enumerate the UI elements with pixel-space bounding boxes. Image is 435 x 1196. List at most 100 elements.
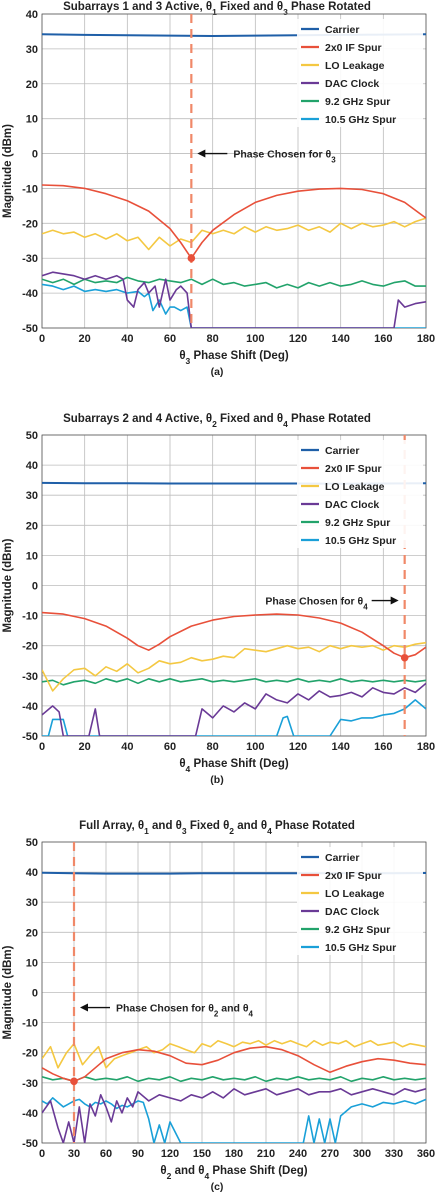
annotation-arrow (197, 149, 228, 158)
legend: Carrier 2x0 IF Spur LO Leakage DAC Clock 9.2… (297, 847, 423, 955)
chart-1: Subarrays 1 and 3 Active, θ1 Fixed and θ… (2, 1, 435, 378)
series-line-lo-leakage (42, 1039, 426, 1069)
text-run: Full Array, θ (79, 820, 144, 832)
y-tick-label: -30 (22, 253, 38, 265)
x-tick-label: 160 (374, 741, 392, 753)
legend-label: Carrier (325, 445, 359, 457)
subscript: 4 (186, 764, 191, 774)
chart-title: Subarrays 1 and 3 Active, θ1 Fixed and θ… (63, 1, 371, 17)
series-line-2x0-if-spur (42, 184, 426, 260)
y-tick-label: 0 (32, 149, 38, 161)
legend-label: DAC Clock (325, 499, 379, 511)
series-line-2x0-if-spur (42, 1045, 426, 1083)
text-run: θ (179, 350, 185, 362)
legend-label: LO Leakage (325, 60, 385, 72)
x-tick-label: 30 (68, 1148, 80, 1160)
legend-label: DAC Clock (325, 78, 379, 90)
x-tick-label: 210 (257, 1148, 275, 1160)
text-run: and θ (171, 1165, 204, 1177)
y-tick-label: 50 (26, 430, 38, 442)
y-axis-label: Magnitude (dBm) (2, 945, 14, 1039)
text-run: and θ (234, 820, 267, 832)
x-tick-label: 60 (100, 1148, 112, 1160)
x-tick-label: 60 (164, 333, 176, 345)
text-run: and θ (218, 1003, 249, 1015)
x-tick-label: 90 (132, 1148, 144, 1160)
legend-label: 10.5 GHz Spur (325, 535, 396, 547)
chosen-phase-point (70, 1077, 78, 1086)
y-tick-label: 50 (26, 837, 38, 849)
x-tick-label: 40 (121, 333, 133, 345)
y-tick-label: 0 (32, 988, 38, 1000)
text-run: Phase Rotated (288, 413, 371, 425)
y-tick-label: -10 (22, 611, 38, 623)
subfigure-label: (c) (211, 1181, 224, 1193)
chosen-phase-point (400, 653, 409, 662)
text-run: and θ (149, 820, 182, 832)
text-run: Fixed θ (187, 820, 230, 832)
series-line-lo-leakage (42, 641, 426, 692)
x-tick-label: 100 (246, 741, 264, 753)
text-run: Subarrays 1 and 3 Active, θ (63, 1, 212, 13)
x-tick-label: 0 (39, 741, 45, 753)
subscript: 1 (144, 826, 149, 836)
subscript: 2 (214, 1009, 219, 1018)
text-run: Fixed and θ (217, 1, 283, 13)
series-line-9-2-ghz-spur (42, 1075, 426, 1083)
subscript: 4 (249, 1009, 254, 1018)
chart-2: Subarrays 2 and 4 Active, θ2 Fixed and θ… (2, 413, 435, 786)
x-tick-label: 0 (39, 1148, 45, 1160)
chart-title: Full Array, θ1 and θ3 Fixed θ2 and θ4 Ph… (79, 820, 355, 836)
y-tick-label: -20 (22, 1048, 38, 1060)
x-tick-label: 80 (207, 333, 219, 345)
series-line-10-5-ghz-spur (42, 699, 426, 736)
series-line-9-2-ghz-spur (42, 276, 426, 289)
series-line-2x0-if-spur (42, 611, 426, 659)
subscript: 2 (229, 826, 234, 836)
y-tick-label: -20 (22, 641, 38, 653)
text-run: Phase Chosen for θ (116, 1003, 214, 1015)
chart-3: Full Array, θ1 and θ3 Fixed θ2 and θ4 Ph… (2, 820, 435, 1193)
text-run: Subarrays 2 and 4 Active, θ (63, 413, 212, 425)
x-axis-label: θ2 and θ4 Phase Shift (Deg) (160, 1165, 307, 1181)
annotation-text: Phase Chosen for θ2 and θ4 (116, 1003, 254, 1019)
subscript: 2 (167, 1171, 172, 1181)
series-line-dac-clock (42, 271, 426, 328)
legend-label: LO Leakage (325, 481, 385, 493)
subscript: 3 (186, 356, 191, 366)
y-tick-label: -50 (22, 1138, 38, 1150)
annotation-text: Phase Chosen for θ4 (265, 596, 368, 612)
x-tick-label: 20 (79, 741, 91, 753)
x-tick-label: 270 (321, 1148, 339, 1160)
series-line-9-2-ghz-spur (42, 677, 426, 686)
y-tick-label: 30 (26, 490, 38, 502)
annotation-arrow (80, 1003, 110, 1012)
x-tick-label: 100 (246, 333, 264, 345)
x-tick-label: 160 (374, 333, 392, 345)
subscript: 1 (212, 7, 217, 17)
series-line-10-5-ghz-spur (42, 1097, 426, 1143)
subscript: 4 (204, 1171, 209, 1181)
legend-label: 10.5 GHz Spur (325, 114, 396, 126)
y-tick-label: -40 (22, 288, 38, 300)
x-tick-label: 20 (79, 333, 91, 345)
x-tick-label: 180 (225, 1148, 243, 1160)
x-tick-label: 40 (121, 741, 133, 753)
subfigure-label: (a) (211, 366, 224, 378)
y-tick-label: -30 (22, 671, 38, 683)
x-axis-label: θ4 Phase Shift (Deg) (179, 758, 289, 774)
subscript: 4 (363, 602, 368, 611)
chart-title: Subarrays 2 and 4 Active, θ2 Fixed and θ… (63, 413, 371, 429)
legend-label: 9.2 GHz Spur (325, 517, 390, 529)
x-tick-label: 120 (161, 1148, 179, 1160)
subscript: 3 (331, 155, 336, 164)
x-tick-label: 330 (385, 1148, 403, 1160)
annotation-arrow (371, 596, 399, 605)
series-line-dac-clock (42, 682, 426, 736)
y-tick-label: -20 (22, 218, 38, 230)
y-tick-label: 0 (32, 581, 38, 593)
subscript: 3 (283, 7, 288, 17)
series-line-dac-clock (42, 1087, 426, 1143)
series-line-lo-leakage (42, 217, 426, 251)
x-axis-label: θ3 Phase Shift (Deg) (179, 350, 289, 366)
